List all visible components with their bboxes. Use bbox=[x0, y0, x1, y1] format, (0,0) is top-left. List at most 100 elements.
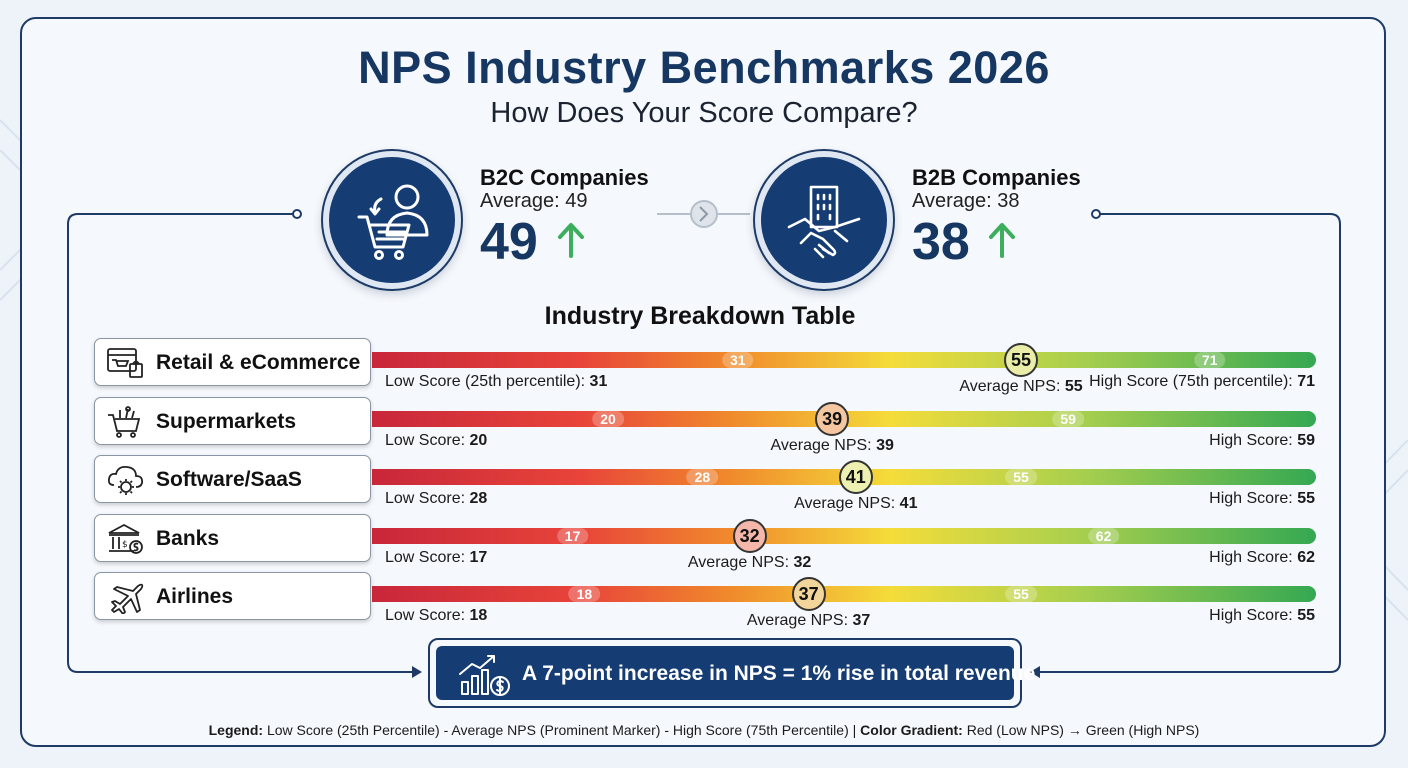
average-nps-marker: 55 bbox=[1004, 343, 1038, 377]
caption-label: Low Score: bbox=[385, 432, 470, 449]
caption-label: Low Score: bbox=[385, 607, 470, 624]
industry-label-box: Airlines bbox=[94, 572, 371, 620]
shopping-cart-person-icon bbox=[357, 184, 429, 260]
caption-label: Average NPS: bbox=[687, 554, 794, 571]
nps-gradient-bar bbox=[372, 586, 1316, 602]
caption-value: 55 bbox=[1297, 490, 1315, 507]
legend-text: Low Score (25th Percentile) - Average NP… bbox=[263, 722, 861, 738]
b2c-value: 49 bbox=[480, 213, 538, 271]
low-score-caption: Low Score: 17 bbox=[385, 549, 487, 567]
industry-label-box: Supermarkets bbox=[94, 397, 371, 445]
industry-label: Banks bbox=[156, 527, 220, 550]
caption-value: 55 bbox=[1064, 378, 1083, 395]
average-nps-caption: Average NPS: 41 bbox=[794, 495, 917, 513]
b2b-title: B2B Companies bbox=[912, 165, 1081, 190]
caption-label: High Score: bbox=[1209, 490, 1298, 507]
industry-label: Software/SaaS bbox=[156, 468, 302, 491]
low-score-caption: Low Score (25th percentile): 31 bbox=[385, 373, 607, 391]
low-score-caption: Low Score: 28 bbox=[385, 490, 487, 508]
average-nps-caption: Average NPS: 39 bbox=[771, 437, 894, 455]
page-subtitle: How Does Your Score Compare? bbox=[490, 97, 918, 129]
caption-label: High Score: bbox=[1209, 549, 1298, 566]
low-score-pill: 18 bbox=[568, 586, 601, 602]
caption-label: Low Score: bbox=[385, 490, 470, 507]
caption-label: Average NPS: bbox=[770, 437, 877, 454]
caption-value: 71 bbox=[1297, 373, 1315, 390]
high-score-caption: High Score (75th percentile): 71 bbox=[1089, 373, 1315, 391]
up-arrow-icon bbox=[989, 223, 1015, 258]
caption-label: Average NPS: bbox=[959, 378, 1065, 395]
legend-label: Legend: bbox=[208, 722, 264, 738]
high-score-caption: High Score: 55 bbox=[1209, 490, 1315, 508]
caption-label: High Score: bbox=[1209, 432, 1298, 449]
high-score-caption: High Score: 55 bbox=[1209, 607, 1315, 625]
nps-gradient-bar bbox=[372, 528, 1316, 544]
average-nps-caption: Average NPS: 55 bbox=[959, 378, 1082, 396]
industry-label: Retail & eCommerce bbox=[156, 351, 361, 374]
average-nps-marker: 37 bbox=[791, 577, 826, 611]
caption-value: 37 bbox=[852, 612, 871, 629]
low-score-caption: Low Score: 18 bbox=[385, 607, 487, 625]
high-score-caption: High Score: 62 bbox=[1209, 549, 1315, 567]
caption-label: Average NPS: bbox=[794, 495, 900, 512]
industry-label: Airlines bbox=[156, 585, 234, 608]
b2c-title: B2C Companies bbox=[480, 165, 649, 190]
high-score-pill: 55 bbox=[1005, 469, 1037, 485]
industry-label-box: Retail & eCommerce bbox=[94, 338, 371, 386]
high-score-pill: 62 bbox=[1087, 528, 1120, 544]
caption-label: Low Score (25th percentile): bbox=[385, 373, 590, 390]
average-nps-caption: Average NPS: 32 bbox=[688, 554, 811, 572]
caption-value: 39 bbox=[876, 437, 894, 454]
caption-value: 18 bbox=[469, 607, 488, 624]
b2c-badge bbox=[323, 151, 461, 289]
low-score-pill: 28 bbox=[686, 469, 719, 485]
page-title: NPS Industry Benchmarks 2026 bbox=[358, 42, 1050, 93]
high-score-pill: 55 bbox=[1005, 586, 1037, 602]
grocery-cart-icon bbox=[108, 406, 141, 438]
storefront-bag-icon bbox=[107, 348, 143, 378]
nps-gradient-bar bbox=[372, 352, 1316, 368]
caption-value: 17 bbox=[469, 549, 488, 566]
high-score-caption: High Score: 59 bbox=[1209, 432, 1315, 450]
b2b-value: 38 bbox=[912, 213, 970, 271]
caption-label: Average NPS: bbox=[746, 612, 853, 629]
high-score-pill: 59 bbox=[1052, 411, 1084, 427]
banner-inner: A 7-point increase in NPS = 1% rise in t… bbox=[436, 646, 1035, 700]
low-score-pill: 17 bbox=[556, 528, 589, 544]
low-score-pill: 20 bbox=[592, 411, 624, 427]
caption-label: High Score (75th percentile): bbox=[1089, 373, 1298, 390]
low-score-pill: 31 bbox=[722, 352, 754, 368]
gradient-text: Red (Low NPS) → Green (High NPS) bbox=[962, 722, 1200, 738]
bank-icon: $ bbox=[108, 523, 143, 554]
table-title: Industry Breakdown Table bbox=[544, 302, 856, 330]
caption-value: 59 bbox=[1297, 432, 1315, 449]
caption-value: 31 bbox=[589, 373, 608, 390]
industry-label-box: $ Banks bbox=[94, 514, 371, 562]
average-nps-caption: Average NPS: 37 bbox=[747, 612, 870, 630]
low-score-caption: Low Score: 20 bbox=[385, 432, 487, 450]
caption-value: 41 bbox=[899, 495, 918, 512]
svg-text:$: $ bbox=[122, 540, 128, 550]
revenue-banner: A 7-point increase in NPS = 1% rise in t… bbox=[428, 638, 1035, 708]
average-nps-marker: 41 bbox=[838, 460, 873, 494]
industry-label: Supermarkets bbox=[156, 410, 297, 433]
industry-label-box: Software/SaaS bbox=[94, 455, 371, 503]
average-nps-marker: 39 bbox=[815, 402, 850, 436]
caption-label: Low Score: bbox=[385, 549, 470, 566]
building-handshake-icon bbox=[787, 185, 861, 259]
banner-text: A 7-point increase in NPS = 1% rise in t… bbox=[522, 662, 1036, 685]
high-score-pill: 71 bbox=[1194, 352, 1226, 368]
legend: Legend: Low Score (25th Percentile) - Av… bbox=[0, 722, 1408, 738]
growth-chart-dollar-icon bbox=[459, 655, 510, 696]
average-nps-marker: 32 bbox=[732, 519, 767, 553]
caption-value: 32 bbox=[793, 554, 812, 571]
cloud-gear-icon bbox=[107, 465, 144, 495]
b2b-badge bbox=[755, 151, 893, 289]
caption-value: 62 bbox=[1297, 549, 1315, 566]
airplane-icon bbox=[111, 583, 144, 614]
caption-label: High Score: bbox=[1209, 607, 1298, 624]
b2c-average: Average: 49 bbox=[480, 190, 588, 212]
caption-value: 20 bbox=[469, 432, 488, 449]
caption-value: 55 bbox=[1297, 607, 1315, 624]
